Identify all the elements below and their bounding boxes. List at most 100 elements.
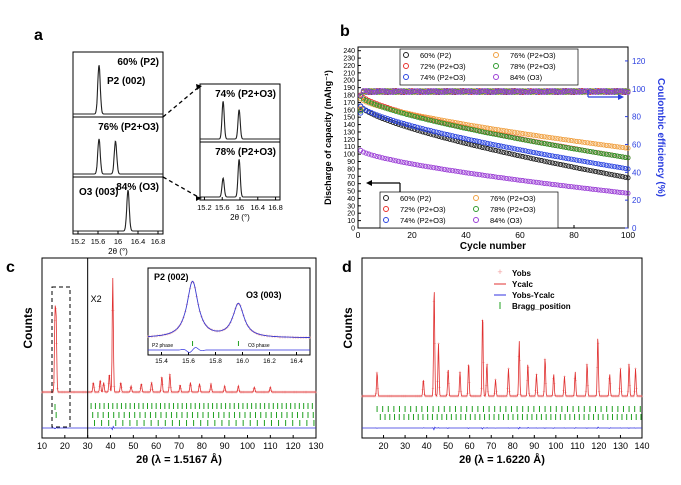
capacity-point bbox=[557, 162, 564, 168]
obs-point: + bbox=[57, 390, 60, 396]
obs-point: + bbox=[85, 390, 88, 396]
capacity-point bbox=[495, 148, 501, 154]
capacity-point bbox=[617, 153, 623, 160]
capacity-point bbox=[382, 155, 388, 161]
calc-line bbox=[362, 292, 642, 397]
capacity-point bbox=[563, 183, 569, 189]
obs-point: + bbox=[84, 390, 87, 396]
obs-point: + bbox=[175, 390, 178, 396]
capacity-point bbox=[603, 151, 609, 157]
inset-obs-point: + bbox=[284, 335, 287, 341]
capacity-point bbox=[449, 122, 456, 129]
inset-obs-point: + bbox=[296, 335, 299, 341]
inset-obs-point: + bbox=[236, 302, 239, 308]
legend-marker bbox=[403, 74, 409, 80]
capacity-point bbox=[449, 119, 456, 125]
arrow-head bbox=[196, 196, 202, 201]
inset-x-tick-label: 15.4 bbox=[155, 358, 168, 365]
capacity-point bbox=[433, 129, 439, 135]
capacity-point bbox=[590, 160, 596, 166]
ce-point bbox=[428, 88, 434, 94]
capacity-point bbox=[371, 153, 377, 159]
obs-point: + bbox=[430, 394, 433, 400]
x-tick-label: 20 bbox=[407, 230, 417, 240]
obs-point: + bbox=[567, 394, 570, 400]
legend-label: 72% (P2+O3) bbox=[420, 62, 466, 71]
y-axis-label: Counts bbox=[341, 307, 355, 349]
capacity-point bbox=[420, 113, 426, 120]
obs-point: + bbox=[71, 390, 74, 396]
capacity-point bbox=[622, 154, 628, 160]
obs-point: + bbox=[165, 390, 168, 396]
capacity-point bbox=[431, 128, 437, 134]
obs-point: + bbox=[308, 390, 311, 396]
obs-point: + bbox=[540, 394, 543, 400]
ce-point bbox=[358, 110, 364, 116]
ce-point bbox=[547, 88, 553, 94]
capacity-point bbox=[466, 136, 472, 142]
x-tick-label: 16 bbox=[236, 203, 244, 212]
y-tick-label: 10 bbox=[347, 218, 355, 225]
capacity-point bbox=[401, 159, 407, 165]
ce-point bbox=[374, 89, 380, 95]
obs-point: + bbox=[515, 394, 518, 400]
capacity-point bbox=[452, 123, 458, 129]
capacity-point bbox=[444, 121, 450, 127]
obs-point: + bbox=[89, 390, 92, 396]
capacity-point bbox=[360, 96, 366, 102]
obs-point: + bbox=[602, 394, 605, 400]
ce-point bbox=[425, 89, 431, 95]
obs-point: + bbox=[290, 390, 293, 396]
capacity-point bbox=[520, 147, 526, 153]
inset-obs-point: + bbox=[231, 316, 234, 322]
capacity-point bbox=[377, 113, 383, 119]
capacity-point bbox=[501, 128, 507, 134]
capacity-point bbox=[463, 136, 469, 142]
obs-point: + bbox=[548, 394, 551, 400]
xrd-peak-line bbox=[200, 159, 280, 198]
obs-point: + bbox=[589, 394, 592, 400]
obs-point: + bbox=[379, 394, 382, 400]
xrd-peak-line bbox=[200, 101, 280, 140]
obs-point: + bbox=[383, 394, 386, 400]
obs-point: + bbox=[177, 390, 180, 396]
capacity-point bbox=[390, 117, 396, 123]
capacity-point bbox=[552, 143, 558, 149]
capacity-point bbox=[544, 181, 550, 187]
capacity-point bbox=[574, 165, 580, 171]
capacity-point bbox=[447, 119, 453, 125]
obs-point: + bbox=[234, 390, 237, 396]
obs-point: + bbox=[187, 390, 190, 396]
legend-marker bbox=[493, 74, 499, 80]
capacity-point bbox=[414, 114, 420, 120]
ce-arrow-head bbox=[618, 94, 624, 100]
capacity-point bbox=[539, 133, 545, 139]
inset-obs-point: + bbox=[250, 328, 253, 334]
capacity-point bbox=[474, 138, 480, 144]
capacity-point bbox=[560, 162, 566, 168]
obs-point: + bbox=[625, 394, 628, 400]
inset-obs-point: + bbox=[159, 333, 162, 339]
obs-point: + bbox=[281, 390, 284, 396]
capacity-point bbox=[387, 157, 393, 163]
obs-point: + bbox=[218, 390, 221, 396]
capacity-point bbox=[503, 150, 510, 156]
obs-point: + bbox=[221, 390, 224, 396]
obs-point: + bbox=[207, 390, 210, 396]
capacity-point bbox=[436, 133, 442, 139]
capacity-point bbox=[536, 133, 542, 139]
inset-obs-point: + bbox=[304, 335, 307, 341]
scale-label: X2 bbox=[91, 294, 102, 304]
capacity-point bbox=[412, 161, 418, 167]
capacity-point bbox=[420, 116, 426, 122]
capacity-point bbox=[603, 188, 609, 194]
obs-point: + bbox=[403, 394, 406, 400]
ce-point bbox=[566, 88, 572, 94]
capacity-point bbox=[622, 190, 628, 196]
capacity-point bbox=[371, 111, 377, 117]
capacity-point bbox=[455, 124, 461, 130]
capacity-point bbox=[422, 116, 429, 122]
legend-label: Yobs-Ycalc bbox=[512, 291, 555, 300]
capacity-point bbox=[593, 141, 599, 147]
